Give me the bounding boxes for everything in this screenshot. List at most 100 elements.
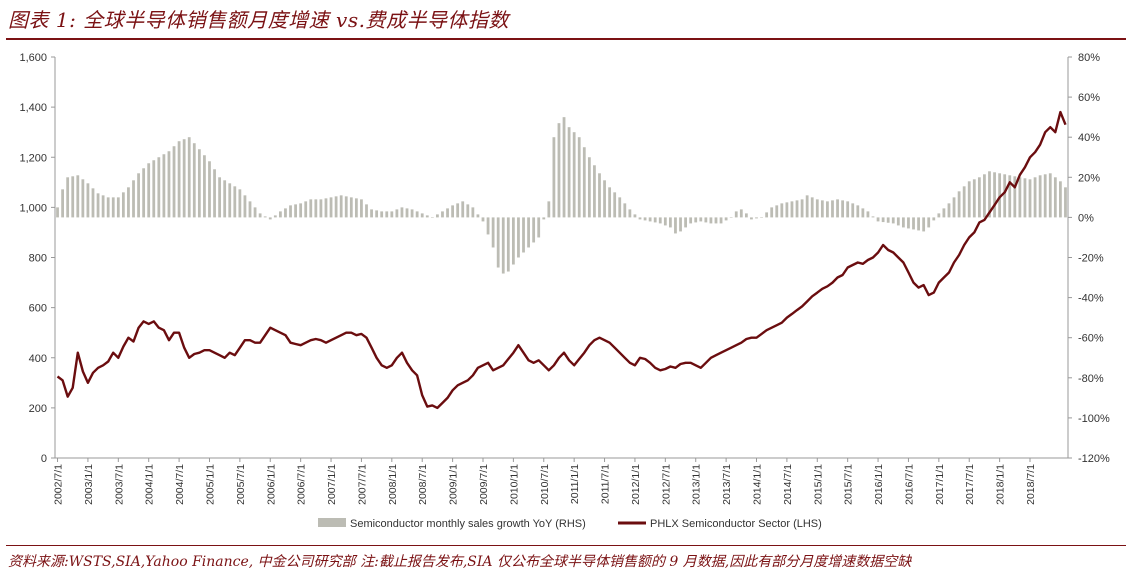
x-tick-label: 2010/7/1 — [539, 464, 551, 505]
bar — [1064, 187, 1067, 218]
x-tick-label: 2009/7/1 — [478, 464, 490, 505]
bar — [121, 192, 125, 218]
bar — [542, 217, 546, 220]
bar — [750, 217, 753, 220]
bar — [785, 202, 789, 218]
bar — [689, 217, 693, 224]
bar — [233, 186, 237, 218]
bar — [218, 177, 222, 218]
bar — [76, 175, 80, 218]
bar — [653, 217, 657, 223]
x-tick-label: 2011/1/1 — [569, 464, 581, 504]
bar — [299, 203, 303, 218]
bar — [116, 197, 120, 218]
bar — [182, 139, 186, 218]
bar — [395, 209, 399, 218]
left-tick-label: 1,200 — [19, 152, 47, 164]
bar — [658, 217, 662, 224]
bar — [197, 149, 201, 218]
bar — [476, 214, 480, 218]
x-tick-label: 2008/1/1 — [387, 464, 399, 505]
bar — [1053, 177, 1057, 218]
bar — [582, 147, 586, 218]
bar — [881, 217, 885, 223]
bar — [866, 211, 870, 218]
bar — [760, 217, 763, 218]
right-tick-label: -20% — [1078, 253, 1104, 265]
bar — [532, 217, 536, 243]
bar — [679, 217, 682, 232]
bar — [471, 207, 475, 218]
bar — [907, 217, 910, 229]
bar — [805, 195, 809, 218]
bar — [106, 197, 110, 218]
legend-label-bars: Semiconductor monthly sales growth YoY (… — [350, 518, 586, 530]
bar — [836, 199, 839, 218]
bar-series — [56, 117, 1067, 274]
bar — [719, 217, 723, 224]
bar — [172, 146, 176, 218]
x-tick-label: 2007/7/1 — [356, 464, 368, 505]
bar — [71, 176, 75, 218]
bar — [263, 216, 267, 218]
x-tick-label: 2014/7/1 — [782, 464, 794, 505]
bar — [1028, 179, 1032, 218]
right-tick-label: -80% — [1078, 373, 1104, 385]
bar — [446, 208, 449, 218]
bar — [552, 137, 556, 218]
bar — [770, 207, 774, 218]
bar — [922, 217, 926, 232]
bar — [1023, 178, 1027, 218]
bar — [410, 209, 414, 218]
bar — [917, 217, 920, 231]
bar — [1018, 177, 1022, 218]
bar — [962, 186, 966, 218]
bar — [704, 217, 708, 223]
x-tick-label: 2006/1/1 — [265, 464, 277, 505]
bar — [284, 208, 287, 218]
bar — [436, 214, 439, 218]
bar — [729, 217, 733, 218]
left-tick-label: 400 — [29, 353, 47, 365]
bar — [319, 199, 323, 218]
right-tick-label: -100% — [1078, 413, 1110, 425]
bar — [268, 217, 272, 220]
bar — [598, 173, 601, 218]
bar — [56, 207, 59, 218]
left-tick-label: 200 — [29, 403, 47, 415]
x-tick-label: 2007/1/1 — [326, 464, 338, 505]
bar — [912, 217, 915, 230]
right-tick-label: -60% — [1078, 333, 1104, 345]
bar — [223, 180, 227, 218]
bar — [481, 217, 485, 222]
bar — [699, 217, 703, 222]
bar — [517, 217, 520, 258]
bar — [643, 217, 647, 221]
bar — [152, 160, 156, 218]
left-tick-label: 800 — [29, 253, 47, 265]
bar — [86, 183, 90, 218]
bar — [795, 200, 799, 218]
left-tick-label: 1,000 — [19, 202, 47, 214]
x-tick-label: 2004/1/1 — [144, 464, 156, 505]
bar — [334, 196, 338, 218]
bar — [841, 200, 845, 218]
bar — [127, 187, 130, 218]
bar — [522, 217, 525, 253]
bar — [213, 169, 216, 218]
bar — [810, 197, 814, 218]
bar — [132, 180, 135, 218]
bar — [562, 117, 566, 218]
bar — [344, 196, 348, 218]
left-tick-label: 1,600 — [19, 52, 47, 64]
bar — [430, 217, 434, 218]
bar — [663, 217, 667, 226]
bar — [415, 211, 419, 218]
bar — [815, 199, 819, 218]
bar — [998, 173, 1002, 218]
x-tick-label: 2011/7/1 — [600, 464, 612, 504]
x-tick-label: 2013/1/1 — [691, 464, 703, 505]
bar — [593, 165, 596, 218]
x-tick-label: 2003/7/1 — [113, 464, 125, 505]
x-tick-label: 2005/7/1 — [235, 464, 247, 505]
